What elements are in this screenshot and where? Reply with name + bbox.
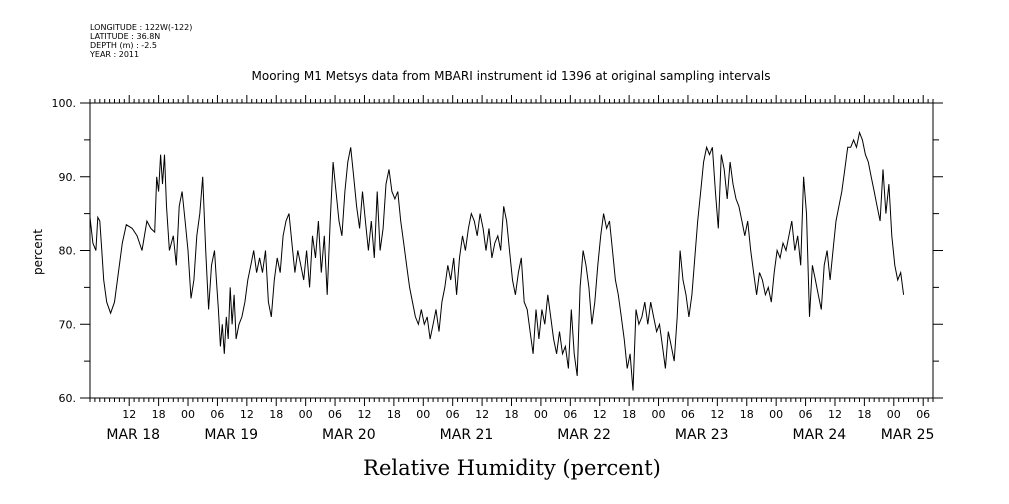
x-hour-label: 00 xyxy=(181,408,195,421)
x-hour-label: 12 xyxy=(240,408,254,421)
y-tick-label: 100. xyxy=(52,97,77,110)
series-group xyxy=(89,130,905,391)
x-hour-label: 00 xyxy=(416,408,430,421)
x-day-label: MAR 21 xyxy=(440,427,494,443)
x-hour-label: 18 xyxy=(269,408,283,421)
x-hour-label: 18 xyxy=(857,408,871,421)
x-hour-label: 00 xyxy=(299,408,313,421)
plot-border xyxy=(89,102,934,399)
x-hour-label: 00 xyxy=(652,408,666,421)
y-tick-label: 70. xyxy=(59,318,77,331)
x-day-label: MAR 24 xyxy=(793,427,847,443)
y-axis-label: percent xyxy=(31,229,45,275)
x-hour-label: 06 xyxy=(563,408,577,421)
metadata-line: LATITUDE : 36.8N xyxy=(90,32,160,41)
metadata-line: DEPTH (m) : -2.5 xyxy=(90,41,157,50)
x-hour-label: 06 xyxy=(681,408,695,421)
y-tick-label: 80. xyxy=(59,245,77,258)
metadata-header: LONGITUDE : 122W(-122)LATITUDE : 36.8NDE… xyxy=(89,23,192,59)
x-hour-label: 12 xyxy=(828,408,842,421)
x-hour-label: 06 xyxy=(799,408,813,421)
x-hour-label: 18 xyxy=(505,408,519,421)
x-hour-label: 12 xyxy=(475,408,489,421)
x-hour-label: 12 xyxy=(357,408,371,421)
x-hour-label: 12 xyxy=(122,408,136,421)
x-axis: 12 18 00 06 12 18 00 06 12 18 00 06 12 18 00 06 12 18 00 06… xyxy=(89,95,935,443)
plot-frame xyxy=(89,102,934,399)
x-hour-label: 00 xyxy=(887,408,901,421)
x-hour-label: 18 xyxy=(152,408,166,421)
x-hour-label: 06 xyxy=(446,408,460,421)
x-day-label: MAR 25 xyxy=(881,427,935,443)
x-day-label: MAR 19 xyxy=(204,427,258,443)
x-hour-label: 00 xyxy=(534,408,548,421)
x-hour-label: 18 xyxy=(740,408,754,421)
x-day-label: MAR 20 xyxy=(322,427,376,443)
x-hour-label: 12 xyxy=(593,408,607,421)
metadata-line: LONGITUDE : 122W(-122) xyxy=(90,23,192,32)
x-hour-label: 06 xyxy=(328,408,342,421)
x-hour-label: 00 xyxy=(769,408,783,421)
x-day-label: MAR 18 xyxy=(106,427,160,443)
x-hour-label: 12 xyxy=(710,408,724,421)
y-axis: 60. 70. 80. 90. 100. xyxy=(52,97,943,405)
x-day-label: MAR 23 xyxy=(675,427,729,443)
x-hour-label: 06 xyxy=(916,408,930,421)
y-tick-label: 60. xyxy=(59,392,77,405)
x-day-label: MAR 22 xyxy=(557,427,611,443)
x-hour-label: 06 xyxy=(210,408,224,421)
y-tick-label: 90. xyxy=(59,171,77,184)
x-hour-label: 18 xyxy=(387,408,401,421)
x-hour-label: 18 xyxy=(622,408,636,421)
metadata-line: YEAR : 2011 xyxy=(89,50,139,59)
series-line xyxy=(89,130,905,391)
x-axis-label: Relative Humidity (percent) xyxy=(363,456,661,480)
chart-title: Mooring M1 Metsys data from MBARI instru… xyxy=(252,69,771,83)
